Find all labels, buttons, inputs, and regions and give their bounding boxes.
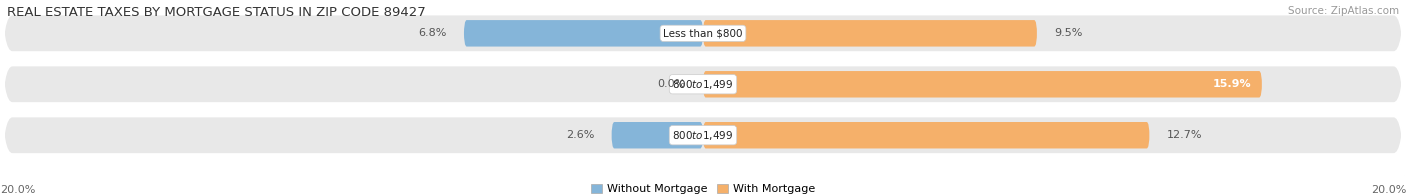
Text: 2.6%: 2.6% (565, 130, 593, 140)
FancyBboxPatch shape (703, 71, 1263, 98)
FancyBboxPatch shape (703, 122, 1150, 149)
FancyBboxPatch shape (703, 20, 1038, 47)
Text: REAL ESTATE TAXES BY MORTGAGE STATUS IN ZIP CODE 89427: REAL ESTATE TAXES BY MORTGAGE STATUS IN … (7, 6, 426, 19)
Text: 12.7%: 12.7% (1167, 130, 1202, 140)
Text: 15.9%: 15.9% (1213, 79, 1251, 89)
Text: $800 to $1,499: $800 to $1,499 (672, 78, 734, 91)
FancyBboxPatch shape (464, 20, 703, 47)
FancyBboxPatch shape (1, 44, 1405, 124)
Text: $800 to $1,499: $800 to $1,499 (672, 129, 734, 142)
Text: 20.0%: 20.0% (0, 185, 35, 195)
Text: 9.5%: 9.5% (1054, 28, 1083, 38)
Text: 6.8%: 6.8% (418, 28, 447, 38)
Legend: Without Mortgage, With Mortgage: Without Mortgage, With Mortgage (591, 184, 815, 194)
FancyBboxPatch shape (612, 122, 703, 149)
FancyBboxPatch shape (1, 0, 1405, 73)
Text: Less than $800: Less than $800 (664, 28, 742, 38)
FancyBboxPatch shape (1, 95, 1405, 175)
Text: 0.0%: 0.0% (657, 79, 686, 89)
Text: Source: ZipAtlas.com: Source: ZipAtlas.com (1288, 6, 1399, 16)
Text: 20.0%: 20.0% (1371, 185, 1406, 195)
